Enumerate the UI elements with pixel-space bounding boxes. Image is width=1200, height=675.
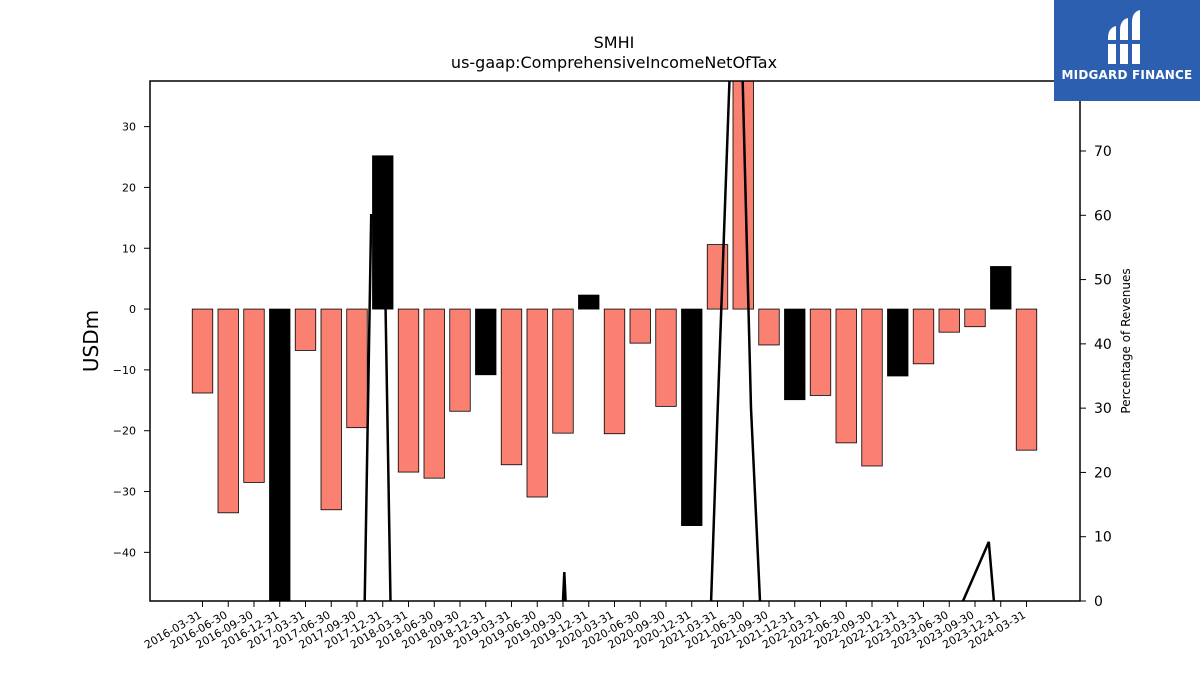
bar bbox=[552, 308, 574, 434]
pct-line-segment bbox=[961, 541, 996, 601]
brand-name: MIDGARD FINANCE bbox=[1061, 68, 1193, 82]
bar bbox=[500, 308, 523, 466]
bar bbox=[681, 308, 703, 526]
bar bbox=[217, 308, 239, 514]
y-tick-label: 0 bbox=[129, 303, 136, 316]
bar bbox=[629, 308, 651, 344]
y-tick-label: −20 bbox=[113, 425, 136, 438]
bar bbox=[423, 308, 445, 479]
bar bbox=[655, 308, 677, 407]
y-tick-label: 30 bbox=[122, 121, 136, 134]
pct-line-segment bbox=[363, 214, 392, 601]
bar bbox=[449, 308, 471, 412]
bar bbox=[861, 308, 883, 467]
bar bbox=[269, 308, 291, 601]
pct-line-segment bbox=[709, 81, 762, 601]
y2-axis-label: Percentage of Revenues bbox=[1119, 268, 1133, 413]
midgard-logo-icon bbox=[1106, 10, 1144, 64]
y-tick-label: −10 bbox=[113, 364, 136, 377]
bar bbox=[320, 308, 342, 511]
y2-tick-label: 50 bbox=[1094, 273, 1112, 289]
y-tick-label: −40 bbox=[113, 546, 136, 559]
bar bbox=[887, 308, 909, 377]
bar bbox=[732, 81, 754, 310]
bar bbox=[809, 308, 832, 396]
bar bbox=[964, 308, 986, 328]
bar bbox=[578, 294, 600, 310]
y2-tick-label: 20 bbox=[1094, 465, 1112, 481]
y2-tick-label: 70 bbox=[1094, 144, 1112, 160]
bar bbox=[912, 308, 935, 365]
bar bbox=[1015, 308, 1038, 451]
chart-title: SMHI bbox=[594, 33, 635, 52]
bar bbox=[990, 266, 1012, 310]
bar bbox=[758, 308, 780, 346]
bar bbox=[397, 308, 420, 473]
bar bbox=[603, 308, 626, 435]
bar bbox=[191, 308, 214, 394]
y2-tick-label: 30 bbox=[1094, 401, 1112, 417]
pct-line-segment bbox=[561, 572, 567, 601]
plot-clip bbox=[191, 81, 1038, 601]
bar bbox=[706, 244, 729, 310]
bar bbox=[784, 308, 806, 401]
y-axis-label: USDm bbox=[79, 310, 103, 372]
y2-tick-label: 60 bbox=[1094, 208, 1112, 224]
bar bbox=[294, 308, 317, 351]
bar bbox=[475, 308, 497, 376]
chart-subtitle: us-gaap:ComprehensiveIncomeNetOfTax bbox=[451, 53, 777, 72]
plot-area: 3020100−10−20−30−407060504030201002016-0… bbox=[113, 80, 1112, 652]
bar bbox=[938, 308, 960, 333]
bar bbox=[835, 308, 857, 444]
y-tick-label: 10 bbox=[122, 242, 136, 255]
y2-tick-label: 40 bbox=[1094, 337, 1112, 353]
bar bbox=[372, 155, 394, 310]
bar bbox=[346, 308, 368, 429]
bar bbox=[243, 308, 265, 483]
y2-tick-label: 0 bbox=[1094, 594, 1103, 610]
brand-logo: MIDGARD FINANCE bbox=[1054, 0, 1200, 101]
bar bbox=[526, 308, 548, 498]
y2-tick-label: 10 bbox=[1094, 530, 1112, 546]
y-tick-label: −30 bbox=[113, 486, 136, 499]
y-tick-label: 20 bbox=[122, 181, 136, 194]
